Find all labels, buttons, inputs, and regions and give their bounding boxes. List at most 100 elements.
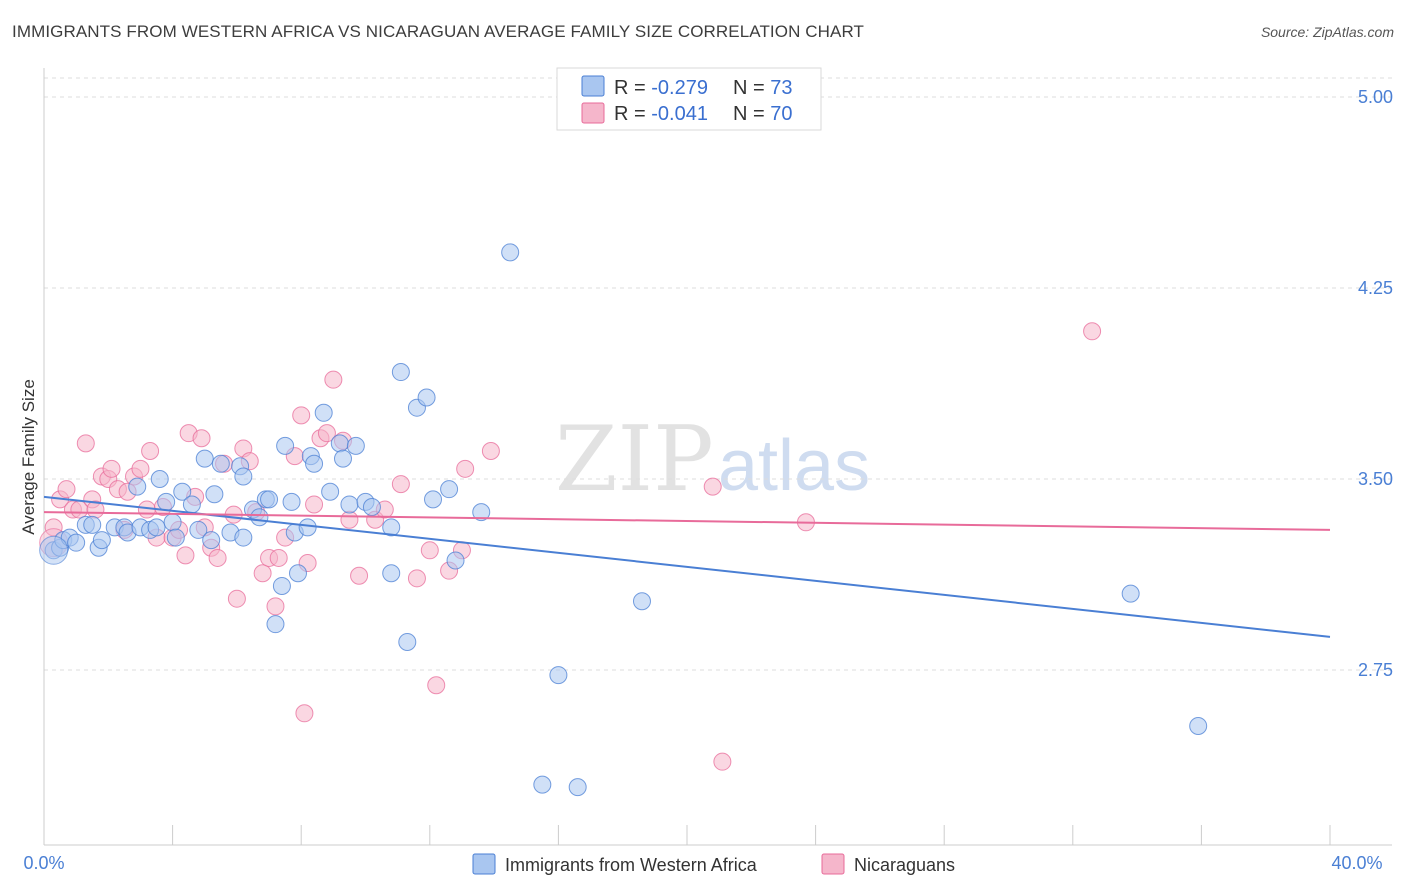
data-point — [501, 243, 520, 262]
data-point — [166, 528, 185, 547]
data-point — [382, 518, 401, 537]
y-tick-label: 3.50 — [1358, 469, 1393, 489]
data-point — [324, 370, 343, 389]
series-legend: Immigrants from Western Africa Nicaragua… — [472, 853, 955, 875]
y-tick-label: 4.25 — [1358, 278, 1393, 298]
data-point — [417, 388, 436, 407]
data-point — [131, 459, 150, 478]
data-point — [250, 508, 269, 527]
data-point — [472, 503, 491, 522]
legend-n-value: 73 — [770, 77, 792, 99]
axes — [43, 68, 1392, 846]
y-tick-labels: 2.75 3.50 4.25 5.00 — [1358, 87, 1393, 680]
trend-lines — [43, 495, 1331, 638]
data-point — [57, 480, 76, 499]
y-tick-label: 5.00 — [1358, 87, 1393, 107]
data-point — [208, 548, 227, 567]
data-point — [266, 615, 285, 634]
watermark-atlas: atlas — [718, 426, 870, 506]
chart-title: IMMIGRANTS FROM WESTERN AFRICA VS NICARA… — [12, 22, 865, 41]
legend-r-label: R = — [614, 77, 651, 99]
data-point — [305, 454, 324, 473]
data-point — [234, 528, 253, 547]
data-point — [141, 441, 160, 460]
data-point-large — [39, 535, 69, 565]
data-point — [147, 518, 166, 537]
data-point — [163, 513, 182, 532]
data-point — [420, 541, 439, 560]
data-point — [176, 546, 195, 565]
data-point — [76, 434, 95, 453]
data-point — [205, 485, 224, 504]
data-point — [333, 449, 352, 468]
bottom-swatch-pink — [821, 853, 845, 875]
x-tick-label-max: 40.0% — [1331, 853, 1382, 873]
data-point — [1121, 584, 1140, 603]
legend-row-pink: R = -0.041 — [614, 103, 708, 125]
data-point — [398, 632, 417, 651]
data-point — [440, 480, 459, 499]
data-point — [83, 515, 102, 534]
x-ticks — [43, 825, 1331, 845]
data-point — [391, 363, 410, 382]
source-label: Source: ZipAtlas.com — [1260, 24, 1394, 40]
data-point — [227, 589, 246, 608]
data-point — [317, 424, 336, 443]
series-nicaraguans — [39, 322, 1102, 771]
legend-r-label: R = — [614, 103, 651, 125]
data-point — [481, 441, 500, 460]
data-point — [330, 434, 349, 453]
legend-r-value: -0.279 — [651, 77, 708, 99]
bottom-swatch-blue — [472, 853, 496, 875]
data-point — [150, 470, 169, 488]
data-point — [253, 564, 272, 583]
x-tick-label-min: 0.0% — [23, 853, 64, 873]
data-point — [446, 551, 465, 570]
data-point — [549, 666, 568, 685]
data-point — [533, 775, 552, 794]
bottom-legend-pink: Nicaraguans — [854, 855, 955, 875]
data-point — [173, 482, 192, 501]
y-tick-label: 2.75 — [1358, 660, 1393, 680]
data-point — [102, 459, 121, 478]
stats-legend: R = -0.279 N = 73 R = -0.041 N = 70 — [556, 67, 822, 131]
data-point — [305, 495, 324, 514]
data-point — [632, 592, 651, 611]
data-point — [128, 477, 147, 496]
data-point — [350, 566, 369, 585]
data-point — [288, 564, 307, 583]
data-point — [456, 459, 475, 478]
data-point — [272, 576, 291, 595]
legend-row-blue: R = -0.279 — [614, 77, 708, 99]
data-point — [713, 752, 732, 771]
data-point — [568, 778, 587, 797]
legend-swatch-blue — [581, 75, 605, 97]
series-western-africa — [39, 243, 1208, 797]
data-point — [189, 520, 208, 539]
data-point — [427, 676, 446, 695]
data-point — [202, 531, 221, 550]
trend-line — [43, 511, 1331, 531]
data-point — [92, 531, 111, 550]
data-point — [298, 518, 317, 537]
legend-r-value: -0.041 — [651, 103, 708, 125]
data-point — [391, 475, 410, 494]
data-point — [67, 533, 86, 552]
data-point — [321, 482, 340, 501]
legend-n-label: N = — [733, 77, 770, 99]
data-point — [157, 492, 176, 511]
data-point — [340, 495, 359, 514]
legend-n-blue: N = 73 — [733, 77, 793, 99]
data-point — [340, 510, 359, 529]
data-point — [182, 495, 201, 514]
data-point — [314, 403, 333, 422]
data-point — [192, 429, 211, 448]
data-point — [1189, 717, 1208, 736]
data-point — [269, 548, 288, 567]
bottom-legend-blue: Immigrants from Western Africa — [505, 855, 758, 875]
legend-n-pink: N = 70 — [733, 103, 793, 125]
legend-swatch-pink — [581, 102, 605, 124]
data-point — [407, 569, 426, 588]
data-point — [282, 492, 301, 511]
